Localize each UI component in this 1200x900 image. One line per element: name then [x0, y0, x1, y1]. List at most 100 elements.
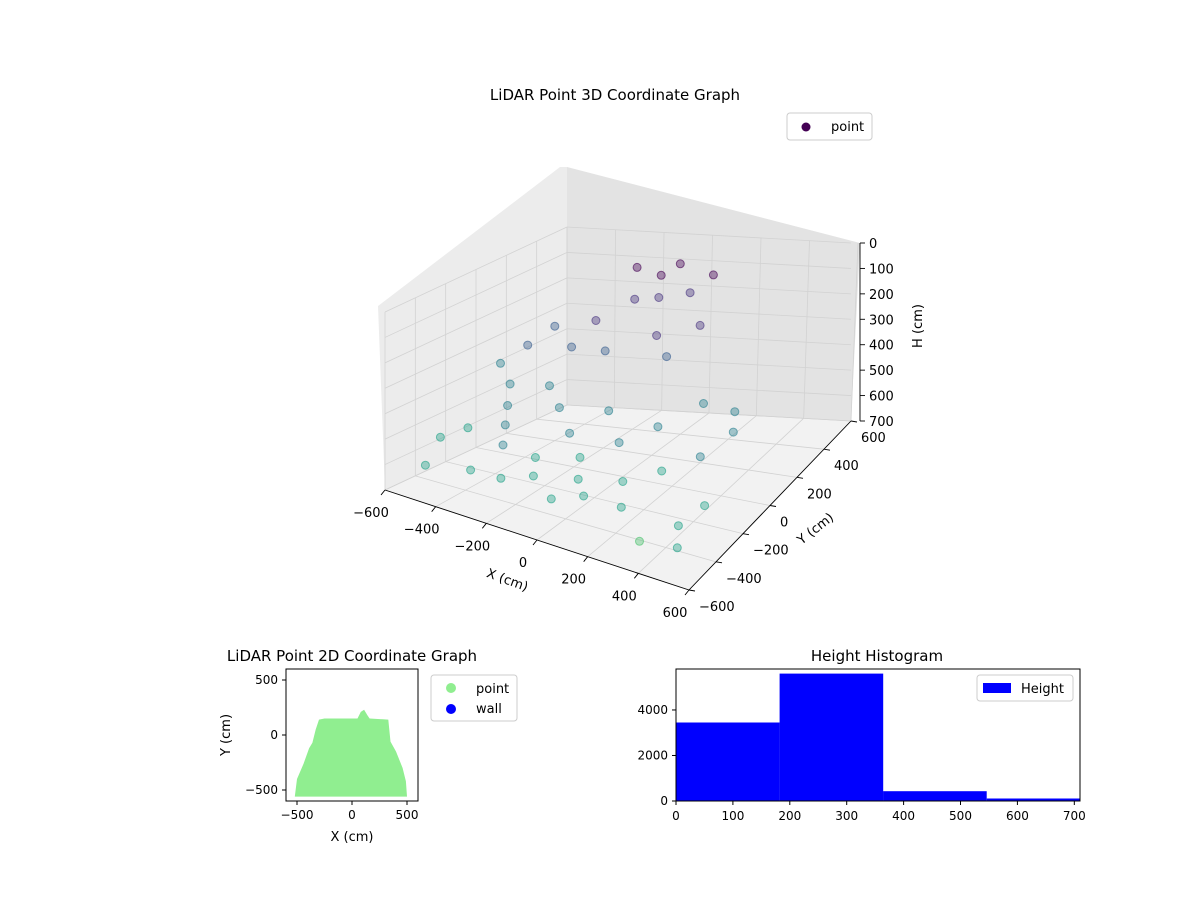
chart-3d-point — [728, 427, 738, 437]
chart-2d-ytick-label: −500 — [245, 783, 278, 797]
chart-2d-point-cloud — [294, 709, 407, 797]
histogram-xtick-label: 500 — [949, 809, 972, 823]
chart-3d-backright-gridline — [566, 302, 852, 320]
chart-3d-point — [496, 358, 505, 368]
chart-3d-point — [630, 294, 640, 304]
chart-3d-point — [565, 428, 575, 438]
chart-3d-point — [662, 352, 672, 362]
chart-3d-backright-gridline — [566, 353, 852, 371]
chart-3d-point — [695, 320, 705, 330]
chart-3d-xtick-mark — [532, 539, 538, 546]
chart-3d-backright-gridline — [708, 234, 713, 414]
chart-3d-point — [579, 491, 589, 501]
chart-3d-backright-gridline — [755, 237, 762, 416]
chart-3d-point — [591, 316, 601, 325]
histogram-legend-swatch — [983, 683, 1011, 693]
chart-2d-legend-point-marker — [446, 683, 456, 693]
chart-2d-title: LiDAR Point 2D Coordinate Graph — [227, 647, 477, 665]
chart-3d-point — [657, 466, 667, 476]
histogram-bar — [676, 722, 780, 801]
chart-3d-ztick-label: 500 — [869, 364, 894, 379]
chart-3d-backright-gridline — [566, 379, 852, 396]
chart-3d-ztick-label: 700 — [869, 415, 894, 430]
chart-3d-legend: point — [786, 112, 873, 141]
chart-2d-legend-wall-marker — [446, 704, 456, 714]
histogram-bar — [883, 791, 987, 801]
chart-3d-point — [653, 422, 663, 432]
histogram-xtick-label: 200 — [778, 809, 801, 823]
chart-3d-xtick-mark — [481, 523, 487, 529]
chart-3d-legend-box — [786, 112, 873, 141]
histogram-ytick-label: 0 — [660, 794, 668, 808]
histogram-frame — [675, 668, 1081, 802]
chart-2d-legend-wall-label: wall — [476, 702, 502, 717]
chart-3d-xtick-label: 0 — [519, 556, 527, 571]
chart-3d-point — [699, 399, 708, 408]
chart-3d-zlabel: H (cm) — [911, 304, 926, 348]
histogram-bar — [986, 798, 1080, 801]
histogram-yticks: 0 2000 4000 — [637, 703, 676, 808]
chart-3d-xtick-label: 200 — [561, 573, 586, 588]
chart-3d-backright-gridline — [803, 240, 810, 419]
chart-3d-point — [498, 440, 508, 450]
chart-3d-ytick-label: 600 — [861, 431, 886, 446]
chart-3d-ztick-label: 0 — [869, 237, 877, 252]
histogram-bar — [779, 673, 884, 801]
chart-3d-point — [500, 420, 510, 430]
chart-3d-backright-gridline — [850, 242, 859, 422]
chart-3d-ytick-label: −400 — [726, 572, 762, 587]
chart-3d-title: LiDAR Point 3D Coordinate Graph — [490, 86, 740, 104]
chart-3d-ytick-mark — [850, 420, 858, 423]
chart-3d-back-left-pane — [378, 167, 567, 490]
histogram-xtick-label: 400 — [892, 809, 915, 823]
chart-3d-ytick-mark — [715, 561, 723, 564]
chart-3d-ytick-mark — [742, 533, 750, 536]
chart-3d-point — [550, 321, 560, 331]
chart-3d-backright-gridline — [661, 232, 665, 411]
chart-3d-ytick-mark — [796, 476, 804, 479]
chart-3d-point — [545, 381, 554, 391]
chart-3d-gridlines — [384, 226, 859, 591]
chart-3d-ytick-label: −200 — [753, 544, 789, 559]
chart-3d-point — [675, 259, 685, 269]
chart-3d-point — [505, 379, 515, 389]
chart-3d-point — [700, 501, 710, 511]
histogram-legend: Height — [976, 674, 1074, 702]
chart-3d-backright-gridline — [566, 404, 852, 422]
chart-3d-xtick-mark — [583, 556, 589, 562]
chart-3d-legend-marker — [801, 122, 811, 132]
chart-3d-point — [528, 471, 538, 481]
chart-3d-point — [496, 473, 506, 483]
chart-3d-point — [614, 438, 624, 448]
chart-3d-ytick-mark — [823, 448, 831, 451]
chart-3d-point — [685, 288, 695, 298]
chart-3d-point — [708, 270, 718, 280]
chart-3d-point — [554, 403, 564, 413]
chart-2d-xtick-label: 500 — [396, 808, 419, 822]
chart-3d-xtick-label: −400 — [404, 523, 440, 538]
chart-2d-ytick-label: 0 — [270, 728, 278, 742]
chart-3d-point — [463, 423, 473, 433]
histogram-ytick-label: 2000 — [637, 748, 668, 762]
chart-histogram: Height Histogram 0 100 200 300 400 500 600 700 … — [637, 647, 1085, 823]
chart-3d-ytick-label: 0 — [780, 516, 788, 531]
chart-3d-point — [420, 460, 430, 470]
chart-2d-ylabel: Y (cm) — [219, 714, 234, 757]
chart-3d-floor-gridline — [536, 418, 825, 450]
chart-2d-xtick-label: −500 — [281, 808, 314, 822]
chart-3d-ztick-label: 300 — [869, 313, 894, 328]
chart-3d-xtick-mark — [684, 589, 690, 596]
chart-3d-point — [730, 407, 740, 417]
chart-3d-ytick-label: −600 — [699, 600, 735, 615]
chart-2d-legend-point-label: point — [476, 682, 509, 697]
chart-3d-back-right-pane — [567, 167, 860, 421]
chart-3d-ztick-label: 600 — [869, 390, 894, 405]
histogram-bars — [676, 673, 1080, 801]
chart-3d-point — [466, 465, 476, 475]
chart-3d-point — [635, 536, 644, 546]
chart-3d-point — [632, 262, 642, 272]
chart-3d-xtick-label: −600 — [353, 506, 389, 521]
chart-3d-ylabel: Y (cm) — [794, 510, 837, 548]
chart-3d-point — [523, 340, 533, 350]
